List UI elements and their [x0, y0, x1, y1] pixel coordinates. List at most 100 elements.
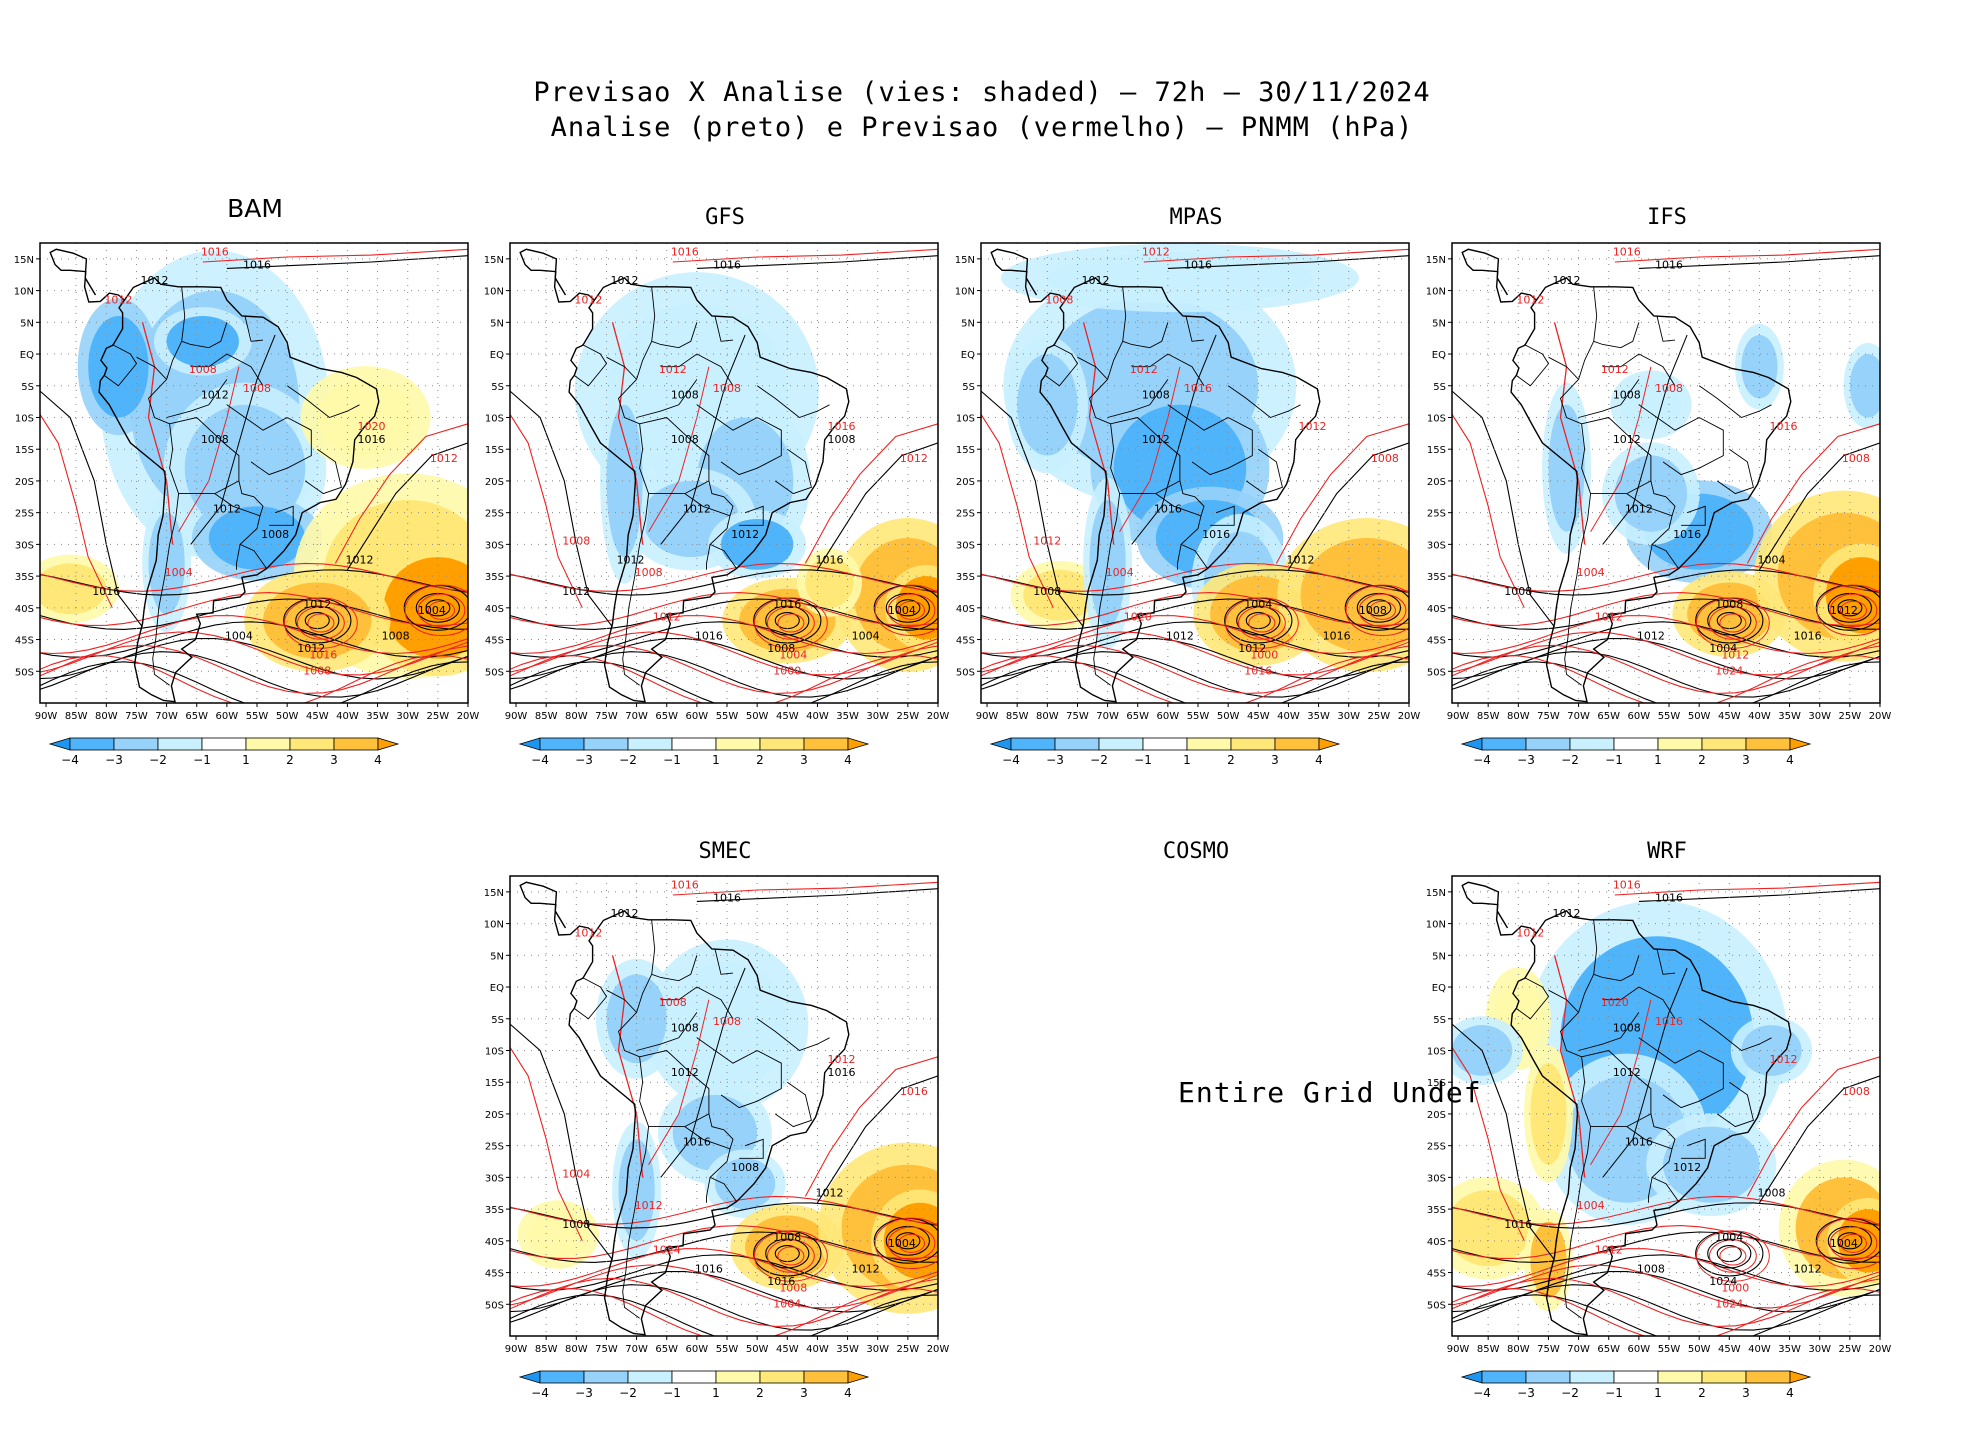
lat-tick-label: 10N — [1426, 920, 1446, 931]
forecast-isobar-label: 1008 — [713, 1015, 741, 1028]
colorbar-segment — [1613, 737, 1659, 751]
colorbar-label: −4 — [61, 753, 79, 767]
analysis-isobar-label: 1016 — [1154, 503, 1182, 516]
colorbar-segment — [1054, 737, 1100, 751]
lat-tick-label: 10S — [1427, 1046, 1446, 1057]
analysis-isobar — [1287, 442, 1409, 571]
panel-wrf: 1016 1012 1008 1012 1016 1012 1008 1004 1004 1024… — [1426, 875, 1891, 1400]
lon-tick-label: 65W — [1126, 711, 1149, 722]
panel-title: SMEC — [698, 839, 752, 864]
colorbar-label: 3 — [800, 753, 808, 767]
analysis-isobar — [1452, 1254, 1880, 1291]
country-border — [714, 948, 734, 975]
analysis-isobar-label: 1012 — [1553, 907, 1581, 920]
country-border — [720, 1050, 782, 1109]
country-border — [622, 1126, 650, 1319]
panel-mpas: 1016 1012 1008 1012 1016 1016 1012 1004 1008 1012… — [955, 242, 1421, 767]
bias-shade — [1452, 1190, 1531, 1267]
colorbar-segment — [583, 1370, 629, 1384]
country-border — [1593, 955, 1640, 982]
forecast-isobar — [611, 955, 644, 1178]
colorbar-label: −4 — [1002, 753, 1020, 767]
lat-tick-label: 50S — [15, 667, 34, 678]
forecast-isobar — [1746, 423, 1880, 564]
colorbar-label: 2 — [1698, 1386, 1706, 1400]
analysis-isobar-label: 1004 — [852, 630, 880, 643]
analysis-isobar-label: 1008 — [773, 1231, 801, 1244]
lon-tick-label: 70W — [1096, 711, 1119, 722]
lat-tick-label: 45S — [485, 636, 504, 647]
lon-tick-label: 40W — [1277, 711, 1300, 722]
lon-tick-label: 60W — [1628, 711, 1651, 722]
lat-tick-label: 5N — [1432, 951, 1446, 962]
analysis-isobar — [1131, 334, 1217, 545]
country-border — [1210, 505, 1235, 526]
forecast-isobar — [981, 615, 1409, 655]
analysis-isobar — [981, 621, 1409, 658]
analysis-isobar-label: 1016 — [695, 1263, 723, 1276]
lat-tick-label: 5S — [1433, 1015, 1446, 1026]
bias-shade — [1825, 557, 1880, 634]
colorbar-label: −2 — [1561, 753, 1579, 767]
lat-tick-label: 50S — [485, 1300, 504, 1311]
colorbar-segment — [1701, 737, 1747, 751]
lon-tick-label: 70W — [1567, 1344, 1590, 1355]
analysis-isobar-label: 1008 — [382, 630, 410, 643]
lon-tick-label: 85W — [535, 1344, 558, 1355]
lon-tick-label: 90W — [1447, 711, 1470, 722]
forecast-isobar — [804, 1056, 938, 1197]
analysis-isobar-label: 1016 — [695, 630, 723, 643]
figure-title-line1: Previsao X Analise (vies: shaded) – 72h … — [533, 77, 1431, 108]
forecast-isobar — [874, 584, 938, 637]
panel-title: GFS — [705, 205, 745, 230]
forecast-isobar — [1553, 322, 1586, 545]
forecast-isobar — [40, 592, 468, 627]
country-border — [181, 322, 228, 349]
analysis-isobar-label: 1012 — [671, 1066, 699, 1079]
forecast-isobar — [417, 593, 466, 628]
analysis-isobar-label: 1008 — [1504, 585, 1532, 598]
colorbar-label: −2 — [619, 753, 637, 767]
forecast-isobar — [1452, 592, 1880, 627]
lon-tick-label: 45W — [306, 711, 329, 722]
analysis-isobar-label: 1016 — [1504, 1218, 1532, 1231]
analysis-isobar-label: 1016 — [713, 891, 741, 904]
lat-tick-label: 35S — [956, 572, 975, 583]
colorbar-label: 1 — [1654, 753, 1662, 767]
lon-tick-label: 30W — [866, 711, 889, 722]
lon-tick-label: 85W — [1477, 711, 1500, 722]
colorbar-segment — [1481, 1370, 1527, 1384]
country-border — [606, 356, 637, 380]
country-border — [1648, 1177, 1653, 1203]
colorbar-segment — [48, 737, 71, 751]
lon-tick-label: 60W — [686, 1344, 709, 1355]
colorbar-label: −2 — [149, 753, 167, 767]
analysis-isobar — [1758, 442, 1880, 571]
colorbar: −4 −3 −2 −1 1 2 3 4 — [1460, 1370, 1812, 1400]
country-border — [226, 404, 288, 431]
forecast-isobar — [1614, 248, 1880, 263]
country-border — [708, 1113, 725, 1131]
country-border — [1662, 1050, 1724, 1109]
forecast-isobar-label: 1012 — [574, 926, 602, 939]
colorbar-segment — [1701, 1370, 1747, 1384]
analysis-isobar — [981, 661, 1409, 703]
forecast-isobar — [1452, 615, 1880, 655]
lat-tick-label: 10N — [484, 287, 504, 298]
analysis-isobar — [1707, 605, 1752, 636]
lat-tick-label: 5S — [1433, 382, 1446, 393]
lon-tick-label: 30W — [396, 711, 419, 722]
country-border — [1167, 404, 1229, 431]
country-border — [739, 1138, 764, 1159]
lon-tick-label: 20W — [1398, 711, 1421, 722]
forecast-isobar — [1829, 593, 1878, 628]
lat-tick-label: 15S — [15, 445, 34, 456]
analysis-isobar-label: 1012 — [1082, 274, 1110, 287]
analysis-isobar-label: 1012 — [852, 1263, 880, 1276]
forecast-isobar — [1225, 597, 1299, 649]
forecast-isobar — [777, 1246, 805, 1266]
analysis-isobar — [696, 888, 938, 902]
lon-tick-label: 90W — [505, 1344, 528, 1355]
colorbar-segment — [518, 737, 541, 751]
country-border — [1185, 315, 1205, 342]
